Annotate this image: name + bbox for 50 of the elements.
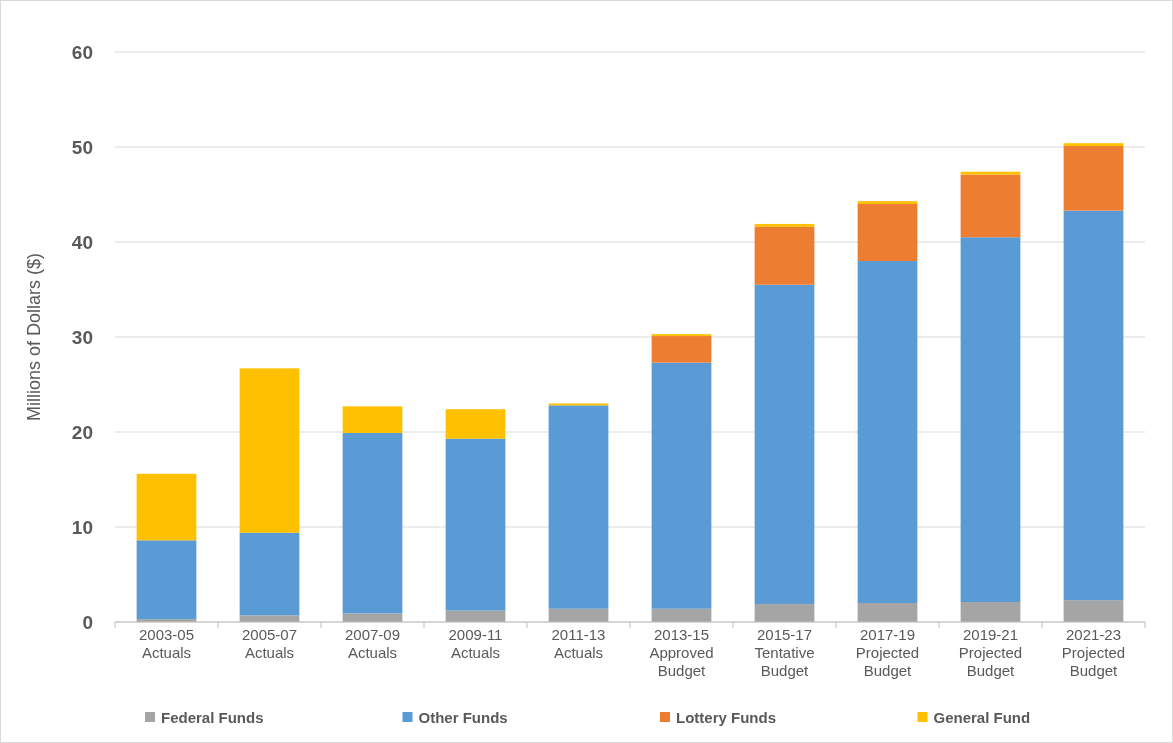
bar bbox=[342, 406, 403, 433]
y-tick-label: 0 bbox=[82, 611, 93, 633]
x-tick-label: 2013-15 Approved Budget bbox=[649, 626, 714, 679]
legend-label: Lottery Funds bbox=[676, 709, 776, 727]
bar bbox=[651, 336, 712, 363]
legend-label: Other Funds bbox=[418, 709, 508, 727]
bar bbox=[136, 473, 197, 541]
x-tick-label: 2005-07 Actuals bbox=[241, 626, 298, 661]
x-tick-label: 2011-13 Actuals bbox=[551, 626, 606, 661]
y-tick-label: 50 bbox=[71, 136, 93, 158]
y-tick-label: 40 bbox=[71, 231, 93, 253]
x-tick-label: 2009-11 Actuals bbox=[448, 626, 503, 661]
bar bbox=[445, 438, 506, 611]
bar bbox=[1063, 600, 1124, 622]
bar bbox=[754, 223, 815, 227]
x-tick-label: 2003-05 Actuals bbox=[138, 626, 195, 661]
bar bbox=[960, 174, 1021, 238]
bar bbox=[857, 261, 918, 603]
bar bbox=[1063, 146, 1124, 211]
bar bbox=[857, 603, 918, 622]
x-tick-label: 2015-17 Tentative Budget bbox=[754, 626, 815, 679]
bar bbox=[754, 226, 815, 285]
y-tick-label: 20 bbox=[71, 421, 93, 443]
legend-label: General Fund bbox=[933, 709, 1031, 727]
y-tick-label: 10 bbox=[71, 516, 93, 538]
x-tick-label: 2007-09 Actuals bbox=[344, 626, 401, 661]
x-tick-label: 2019-21 Projected Budget bbox=[958, 626, 1023, 679]
y-axis-title: Millions of Dollars ($) bbox=[24, 252, 44, 422]
bar bbox=[136, 540, 197, 620]
x-tick-label: 2017-19 Projected Budget bbox=[855, 626, 920, 679]
bar bbox=[960, 237, 1021, 603]
bar bbox=[754, 603, 815, 622]
bar bbox=[754, 284, 815, 604]
y-tick-label: 30 bbox=[71, 326, 93, 348]
bar bbox=[239, 368, 300, 533]
bar bbox=[960, 171, 1021, 175]
y-tick-label: 60 bbox=[71, 41, 93, 63]
bar bbox=[857, 204, 918, 261]
bar bbox=[239, 532, 300, 616]
bar bbox=[1063, 143, 1124, 147]
bar bbox=[548, 405, 609, 609]
bar bbox=[1063, 210, 1124, 601]
legend-label: Federal Funds bbox=[161, 709, 264, 727]
bar bbox=[651, 362, 712, 609]
bar bbox=[342, 432, 403, 614]
bar bbox=[342, 613, 403, 622]
bar bbox=[857, 201, 918, 204]
x-tick-label: 2021-23 Projected Budget bbox=[1061, 626, 1126, 679]
bar bbox=[445, 409, 506, 439]
bar bbox=[960, 602, 1021, 622]
